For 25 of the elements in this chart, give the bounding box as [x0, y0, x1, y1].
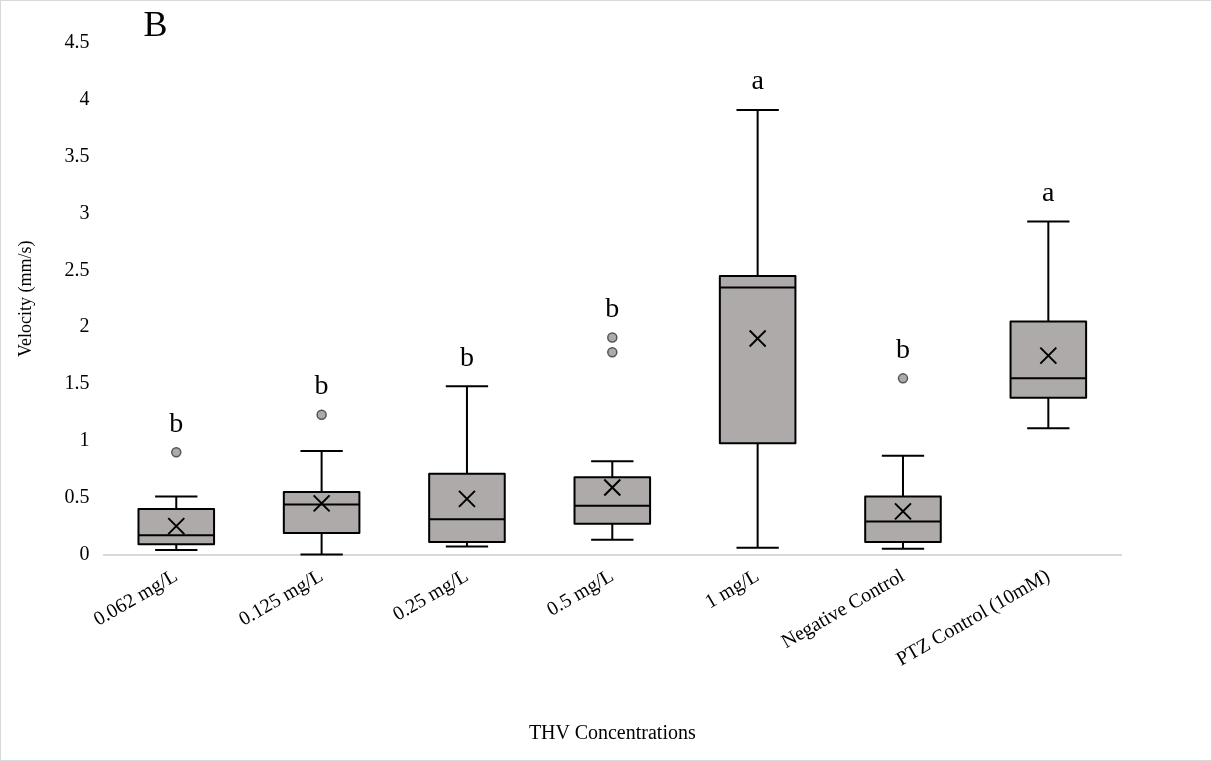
y-tick-label: 1.5: [64, 371, 90, 394]
y-tick-label: 4.5: [64, 30, 90, 53]
y-tick-label: 3.5: [64, 143, 90, 166]
annotation: b: [895, 332, 910, 364]
annotation: b: [314, 369, 329, 401]
y-tick-label: 0.5: [64, 484, 90, 507]
y-tick-label: 2: [79, 314, 90, 337]
y-axis-title: Velocity (mm/s): [14, 240, 36, 358]
y-tick-label: 3: [79, 200, 90, 223]
annotation: B: [143, 4, 168, 45]
annotation: b: [169, 406, 184, 438]
annotation: a: [751, 64, 765, 96]
y-tick-label: 0: [79, 541, 90, 564]
x-tick-label: 0.062 mg/L: [89, 563, 182, 631]
annotation: b: [459, 340, 474, 372]
x-axis-title: THV Concentrations: [528, 721, 696, 744]
annotation: a: [1042, 175, 1056, 207]
y-tick-label: 1: [79, 428, 90, 451]
annotation: b: [605, 291, 620, 323]
x-tick-label: 1 mg/L: [700, 563, 763, 613]
x-tick-label: 0.25 mg/L: [388, 563, 473, 626]
y-tick-label: 2.5: [64, 257, 90, 280]
y-tick-label: 4: [79, 87, 90, 110]
x-tick-label: 0.125 mg/L: [234, 563, 327, 631]
x-tick-label: 0.5 mg/L: [542, 563, 618, 621]
